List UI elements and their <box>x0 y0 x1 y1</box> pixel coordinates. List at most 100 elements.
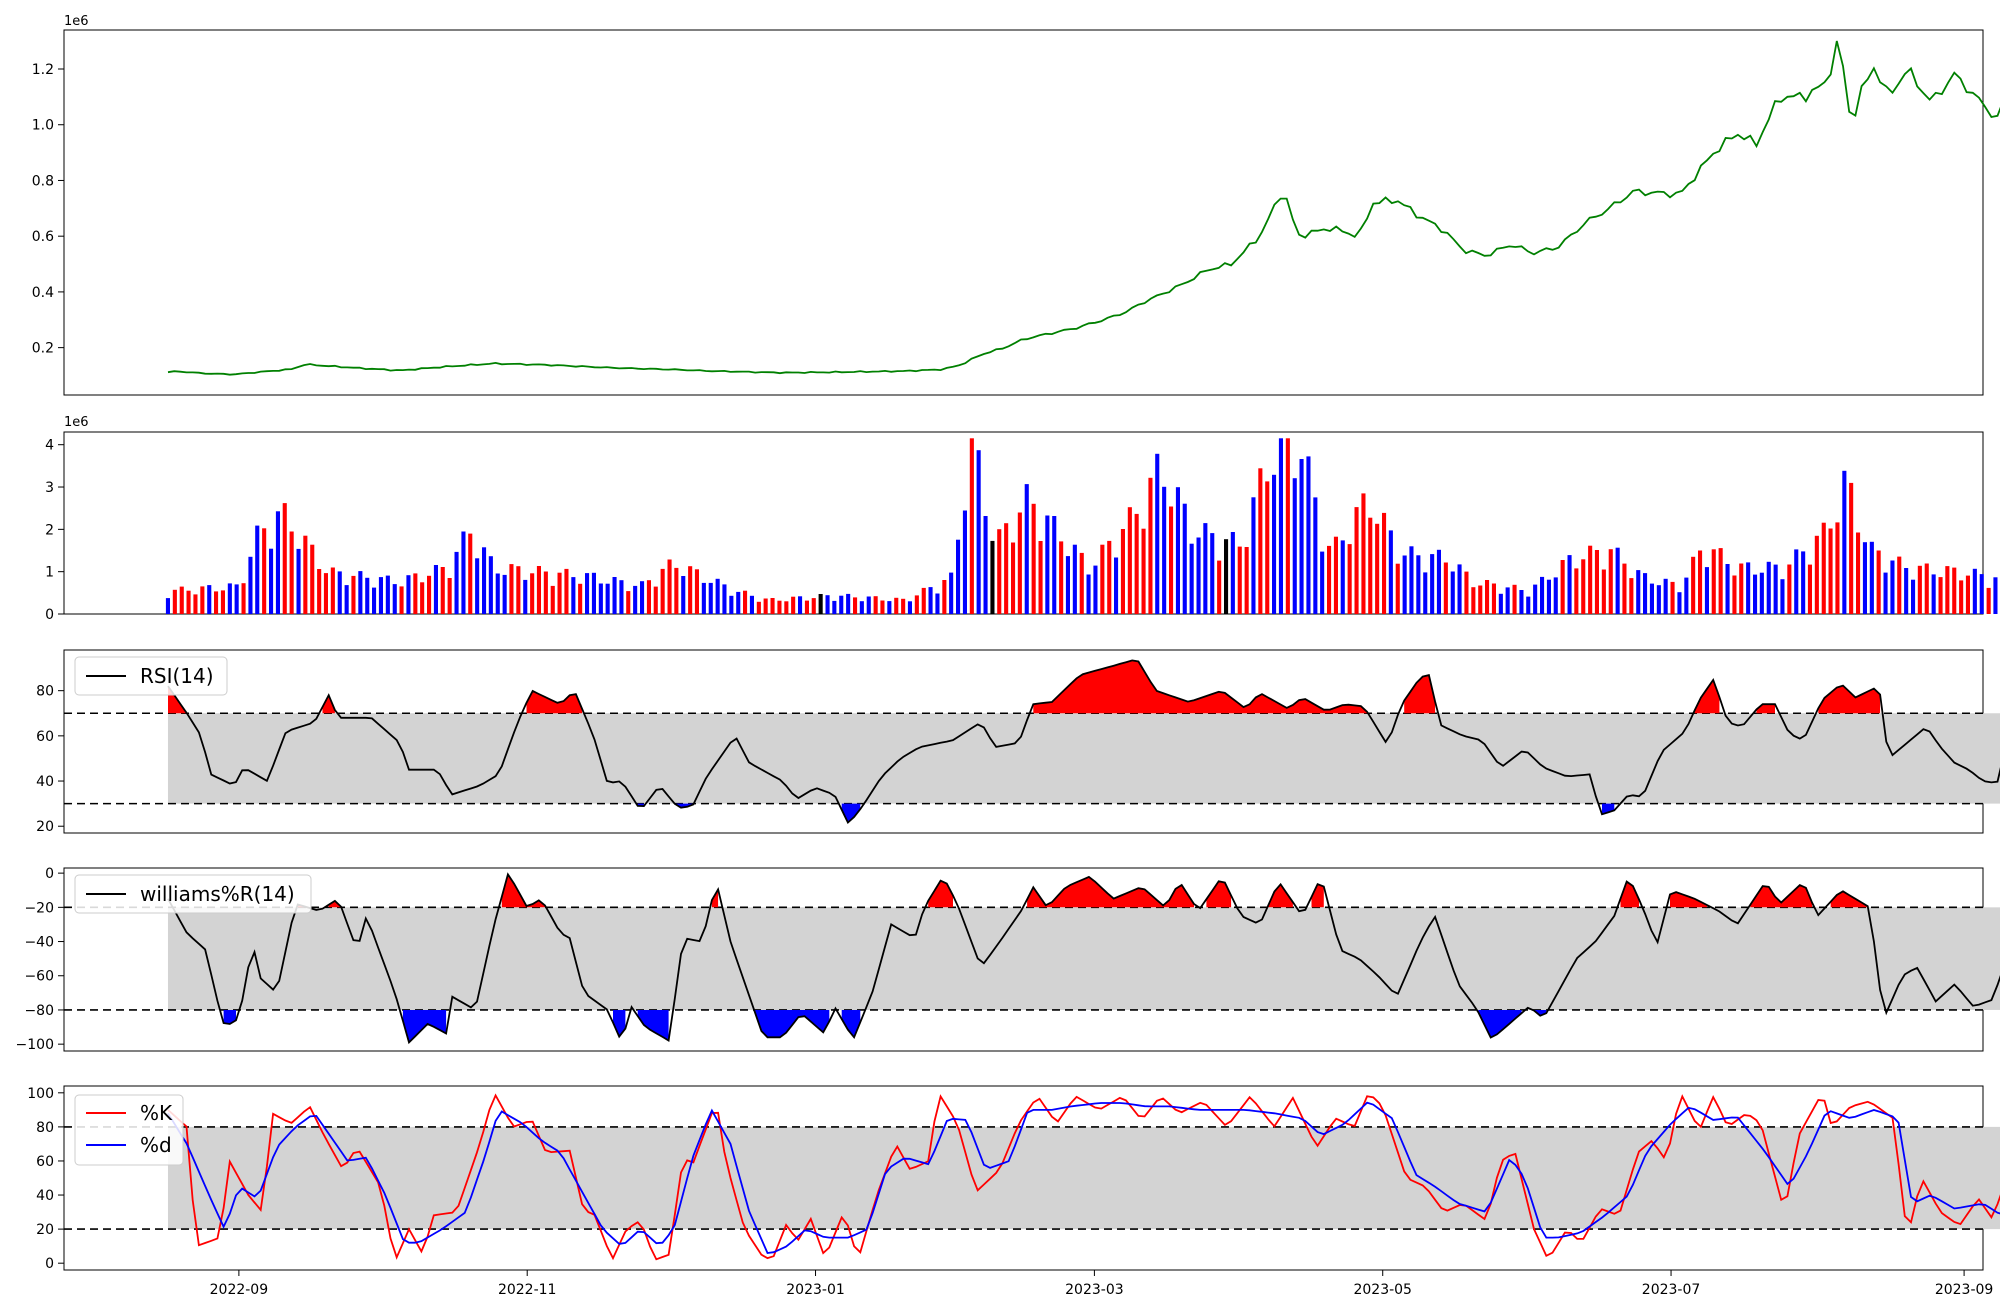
volume-bar <box>997 529 1002 614</box>
volume-bar <box>1904 568 1909 614</box>
volume-bar <box>1409 546 1414 614</box>
volume-bar <box>598 583 603 614</box>
volume-bar <box>1430 554 1435 614</box>
volume-bar <box>605 583 610 614</box>
volume-bar <box>1031 503 1036 614</box>
volume-bar <box>1175 487 1180 614</box>
stochastic-y-tick-label: 80 <box>36 1120 54 1136</box>
x-tick-label: 2022-09 <box>210 1282 269 1298</box>
rsi-band <box>167 713 2000 804</box>
volume-bar <box>1718 548 1723 614</box>
volume-bar <box>1402 555 1407 614</box>
price-exponent-label: 1e6 <box>64 14 89 29</box>
volume-bar <box>1952 567 1957 614</box>
price-y-tick-label: 1.2 <box>32 62 54 78</box>
volume-bar <box>633 585 638 614</box>
volume-bar <box>1189 543 1194 614</box>
volume-bar <box>1237 546 1242 614</box>
volume-bar <box>1292 478 1297 614</box>
volume-bar <box>1423 572 1428 614</box>
volume-bar <box>255 525 260 614</box>
volume-bar <box>1876 550 1881 614</box>
volume-bar <box>619 580 624 614</box>
volume-bar <box>1217 560 1222 614</box>
volume-bar <box>1773 564 1778 614</box>
volume-bar <box>1787 564 1792 614</box>
volume-bar <box>1375 523 1380 614</box>
rsi-y-tick-label: 60 <box>36 729 54 745</box>
volume-exponent-label: 1e6 <box>64 415 89 430</box>
volume-bar <box>1079 552 1084 614</box>
volume-bar <box>1794 549 1799 614</box>
volume-bar <box>612 577 617 614</box>
williams-y-tick-label: −60 <box>24 969 54 985</box>
price-line <box>167 40 2000 376</box>
williams-overbought-fill <box>1670 892 1707 908</box>
volume-bar <box>1333 536 1338 614</box>
volume-bar <box>557 572 562 614</box>
volume-bar <box>1649 583 1654 614</box>
stochastic-y-tick-label: 40 <box>36 1188 54 1204</box>
volume-bar <box>1258 468 1263 614</box>
volume-bar <box>193 594 198 614</box>
volume-bar <box>495 573 500 614</box>
volume-bar <box>839 595 844 614</box>
volume-bar <box>523 579 528 614</box>
volume-bar <box>234 584 239 614</box>
volume-bar <box>1340 540 1345 614</box>
volume-bar <box>1890 560 1895 614</box>
volume-bar <box>1347 544 1352 614</box>
volume-bar <box>413 573 418 614</box>
x-tick-label: 2023-01 <box>786 1282 845 1298</box>
volume-bar <box>1656 585 1661 614</box>
williams-oversold-fill <box>841 1010 861 1038</box>
volume-bar <box>1285 438 1290 614</box>
volume-bar <box>818 594 823 614</box>
volume-bar <box>1533 584 1538 614</box>
williams-oversold-fill <box>1478 1010 1522 1038</box>
rsi-line <box>167 659 2000 824</box>
volume-bar <box>220 590 225 614</box>
volume-bar <box>1443 562 1448 614</box>
volume-bar <box>1869 541 1874 614</box>
volume-bar <box>578 583 583 614</box>
volume-bar <box>894 597 899 614</box>
rsi-overbought-fill <box>1404 675 1436 714</box>
williams-y-tick-label: 0 <box>45 866 54 882</box>
volume-bar <box>1017 512 1022 614</box>
volume-bar <box>179 586 184 614</box>
volume-bar <box>832 600 837 614</box>
volume-bar <box>722 584 727 614</box>
k-line <box>167 1093 2000 1261</box>
volume-bar <box>1491 583 1496 614</box>
volume-bar <box>440 567 445 614</box>
volume-bar <box>186 590 191 614</box>
volume-bar <box>214 591 219 614</box>
volume-bar <box>1141 528 1146 614</box>
volume-bar <box>1306 456 1311 614</box>
volume-bar <box>1972 568 1977 614</box>
williams-overbought-fill <box>928 880 953 908</box>
volume-bar <box>646 580 651 614</box>
volume-bar <box>475 558 480 614</box>
volume-bar <box>482 547 487 614</box>
volume-bar <box>640 581 645 614</box>
volume-bar <box>653 586 658 614</box>
volume-bar <box>1732 575 1737 614</box>
price-y-tick-label: 0.6 <box>32 229 54 245</box>
williams-legend-label: williams%R(14) <box>140 882 295 906</box>
volume-bar <box>1464 571 1469 614</box>
volume-bar <box>1045 515 1050 614</box>
williams-oversold-fill <box>613 1010 626 1037</box>
volume-bar <box>1622 563 1627 614</box>
volume-bar <box>1670 581 1675 614</box>
rsi-overbought-fill <box>1033 660 1368 714</box>
volume-bar <box>1643 573 1648 614</box>
volume-bar <box>227 583 232 614</box>
volume-bar <box>1979 574 1984 614</box>
volume-bar <box>1663 578 1668 614</box>
williams-y-tick-label: −40 <box>24 935 54 951</box>
volume-bar <box>1883 572 1888 614</box>
volume-bar <box>303 535 308 614</box>
